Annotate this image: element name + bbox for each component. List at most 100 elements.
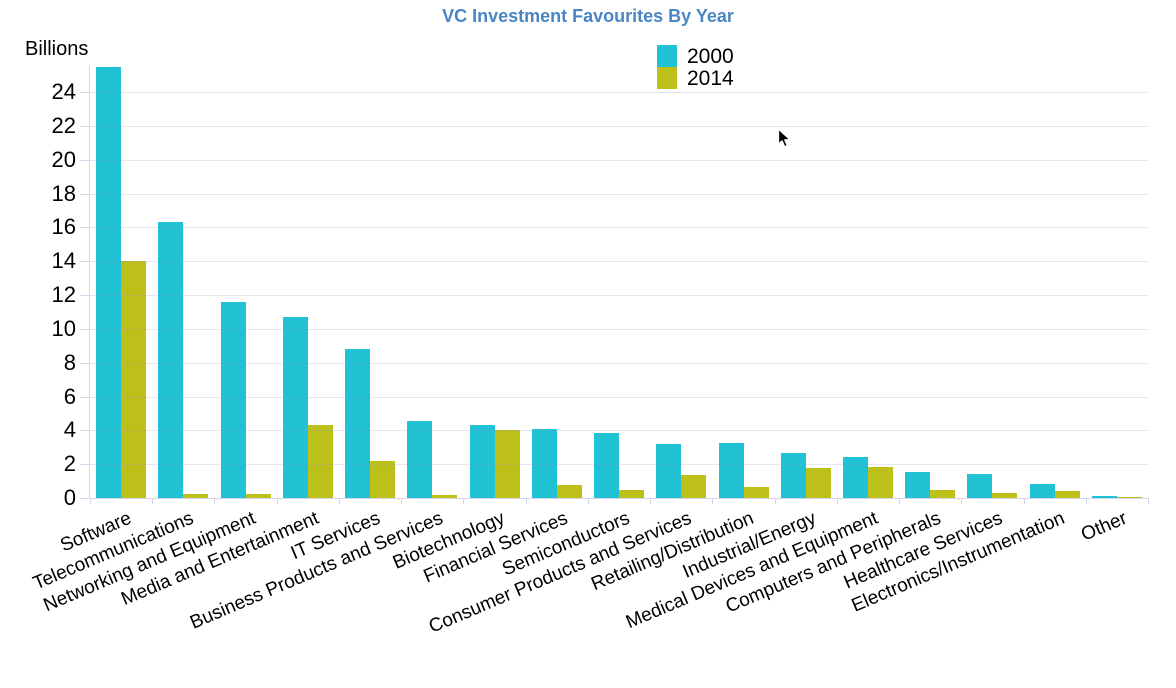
bar-2000[interactable] bbox=[469, 425, 495, 498]
x-axis-tick bbox=[1086, 498, 1087, 504]
chart-title: VC Investment Favourites By Year bbox=[442, 6, 734, 26]
x-axis-tick bbox=[526, 498, 527, 504]
y-tick-label: 16 bbox=[51, 214, 76, 239]
y-axis-line bbox=[89, 65, 90, 498]
bar-2014[interactable] bbox=[681, 475, 707, 498]
gridline bbox=[90, 430, 1148, 431]
gridline bbox=[90, 261, 1148, 262]
bar-2000[interactable] bbox=[407, 421, 433, 498]
x-axis-tick bbox=[650, 498, 651, 504]
y-axis-tick bbox=[80, 498, 89, 499]
bar-2000[interactable] bbox=[220, 302, 246, 498]
gridline bbox=[90, 363, 1148, 364]
bar-2000[interactable] bbox=[718, 443, 744, 498]
x-axis-tick bbox=[961, 498, 962, 504]
y-axis-tick bbox=[80, 397, 89, 398]
bar-2014[interactable] bbox=[619, 490, 644, 498]
bar-2014[interactable] bbox=[307, 425, 333, 498]
bar-2000[interactable] bbox=[967, 474, 993, 498]
bar-2000[interactable] bbox=[96, 67, 122, 498]
gridline bbox=[90, 126, 1148, 127]
x-axis-tick bbox=[152, 498, 153, 504]
legend-swatch-2000-icon bbox=[657, 45, 677, 67]
y-tick-label: 24 bbox=[51, 79, 76, 104]
bar-2014[interactable] bbox=[370, 461, 396, 498]
x-axis-tick bbox=[775, 498, 776, 504]
gridline bbox=[90, 160, 1148, 161]
y-tick-label: 4 bbox=[63, 417, 76, 442]
legend-item-2014[interactable]: 2014 bbox=[657, 67, 734, 89]
x-axis-tick bbox=[1024, 498, 1025, 504]
bar-2014[interactable] bbox=[743, 487, 769, 498]
y-axis-tick bbox=[80, 194, 89, 195]
y-axis-title: Billions bbox=[25, 38, 89, 60]
bar-2014[interactable] bbox=[930, 490, 956, 498]
bar-2014[interactable] bbox=[556, 485, 582, 498]
legend-item-2000[interactable]: 2000 bbox=[657, 45, 734, 67]
x-axis-tick bbox=[90, 498, 91, 504]
bar-2000[interactable] bbox=[905, 472, 931, 498]
bar-2000[interactable] bbox=[345, 349, 371, 498]
bar-2014[interactable] bbox=[121, 261, 147, 498]
bar-2014[interactable] bbox=[805, 468, 831, 498]
bar-2000[interactable] bbox=[531, 429, 557, 498]
y-axis-tick bbox=[80, 363, 89, 364]
bar-2000[interactable] bbox=[282, 317, 308, 498]
y-axis-tick bbox=[80, 329, 89, 330]
bar-2014[interactable] bbox=[494, 430, 520, 498]
y-axis-tick bbox=[80, 160, 89, 161]
bar-2000[interactable] bbox=[780, 453, 806, 498]
y-tick-label: 18 bbox=[51, 181, 76, 206]
y-axis-tick bbox=[80, 261, 89, 262]
y-tick-label: 2 bbox=[63, 451, 76, 476]
bar-2014[interactable] bbox=[432, 495, 458, 498]
x-axis-tick bbox=[401, 498, 402, 504]
y-axis-tick bbox=[80, 126, 89, 127]
bar-2014[interactable] bbox=[245, 494, 271, 498]
bar-2014[interactable] bbox=[992, 493, 1018, 498]
legend-label-2014: 2014 bbox=[687, 66, 734, 90]
y-tick-label: 12 bbox=[51, 282, 76, 307]
bar-2014[interactable] bbox=[1054, 491, 1080, 498]
bar-2014[interactable] bbox=[183, 494, 209, 498]
x-axis-tick bbox=[339, 498, 340, 504]
bar-2000[interactable] bbox=[656, 444, 682, 498]
legend: 2000 2014 bbox=[657, 45, 734, 89]
y-tick-label: 6 bbox=[63, 384, 76, 409]
x-axis-tick bbox=[1148, 498, 1149, 504]
x-axis-tick bbox=[712, 498, 713, 504]
bar-2000[interactable] bbox=[842, 457, 868, 498]
bar-2000[interactable] bbox=[594, 433, 619, 498]
legend-label-2000: 2000 bbox=[687, 44, 734, 68]
bar-2014[interactable] bbox=[1116, 497, 1142, 498]
y-tick-label: 22 bbox=[51, 113, 76, 138]
bar-2014[interactable] bbox=[867, 467, 893, 498]
y-tick-label: 0 bbox=[63, 485, 76, 510]
x-axis-tick bbox=[214, 498, 215, 504]
gridline bbox=[90, 295, 1148, 296]
y-tick-label: 10 bbox=[51, 316, 76, 341]
y-tick-label: 8 bbox=[63, 350, 76, 375]
x-axis-tick bbox=[277, 498, 278, 504]
x-axis-tick bbox=[899, 498, 900, 504]
x-axis-tick bbox=[588, 498, 589, 504]
y-axis-tick bbox=[80, 92, 89, 93]
x-axis-line bbox=[90, 498, 1149, 499]
x-axis-tick bbox=[463, 498, 464, 504]
gridline bbox=[90, 227, 1148, 228]
bar-2000[interactable] bbox=[158, 222, 184, 498]
x-category-label: Other bbox=[1078, 507, 1131, 546]
mouse-cursor-icon bbox=[777, 128, 793, 155]
gridline bbox=[90, 92, 1148, 93]
y-axis-tick bbox=[80, 227, 89, 228]
gridline bbox=[90, 397, 1148, 398]
y-axis-tick bbox=[80, 295, 89, 296]
y-axis-tick bbox=[80, 464, 89, 465]
y-axis-tick bbox=[80, 430, 89, 431]
y-tick-label: 20 bbox=[51, 147, 76, 172]
gridline bbox=[90, 194, 1148, 195]
bar-2000[interactable] bbox=[1091, 496, 1117, 498]
bar-2000[interactable] bbox=[1029, 484, 1055, 498]
